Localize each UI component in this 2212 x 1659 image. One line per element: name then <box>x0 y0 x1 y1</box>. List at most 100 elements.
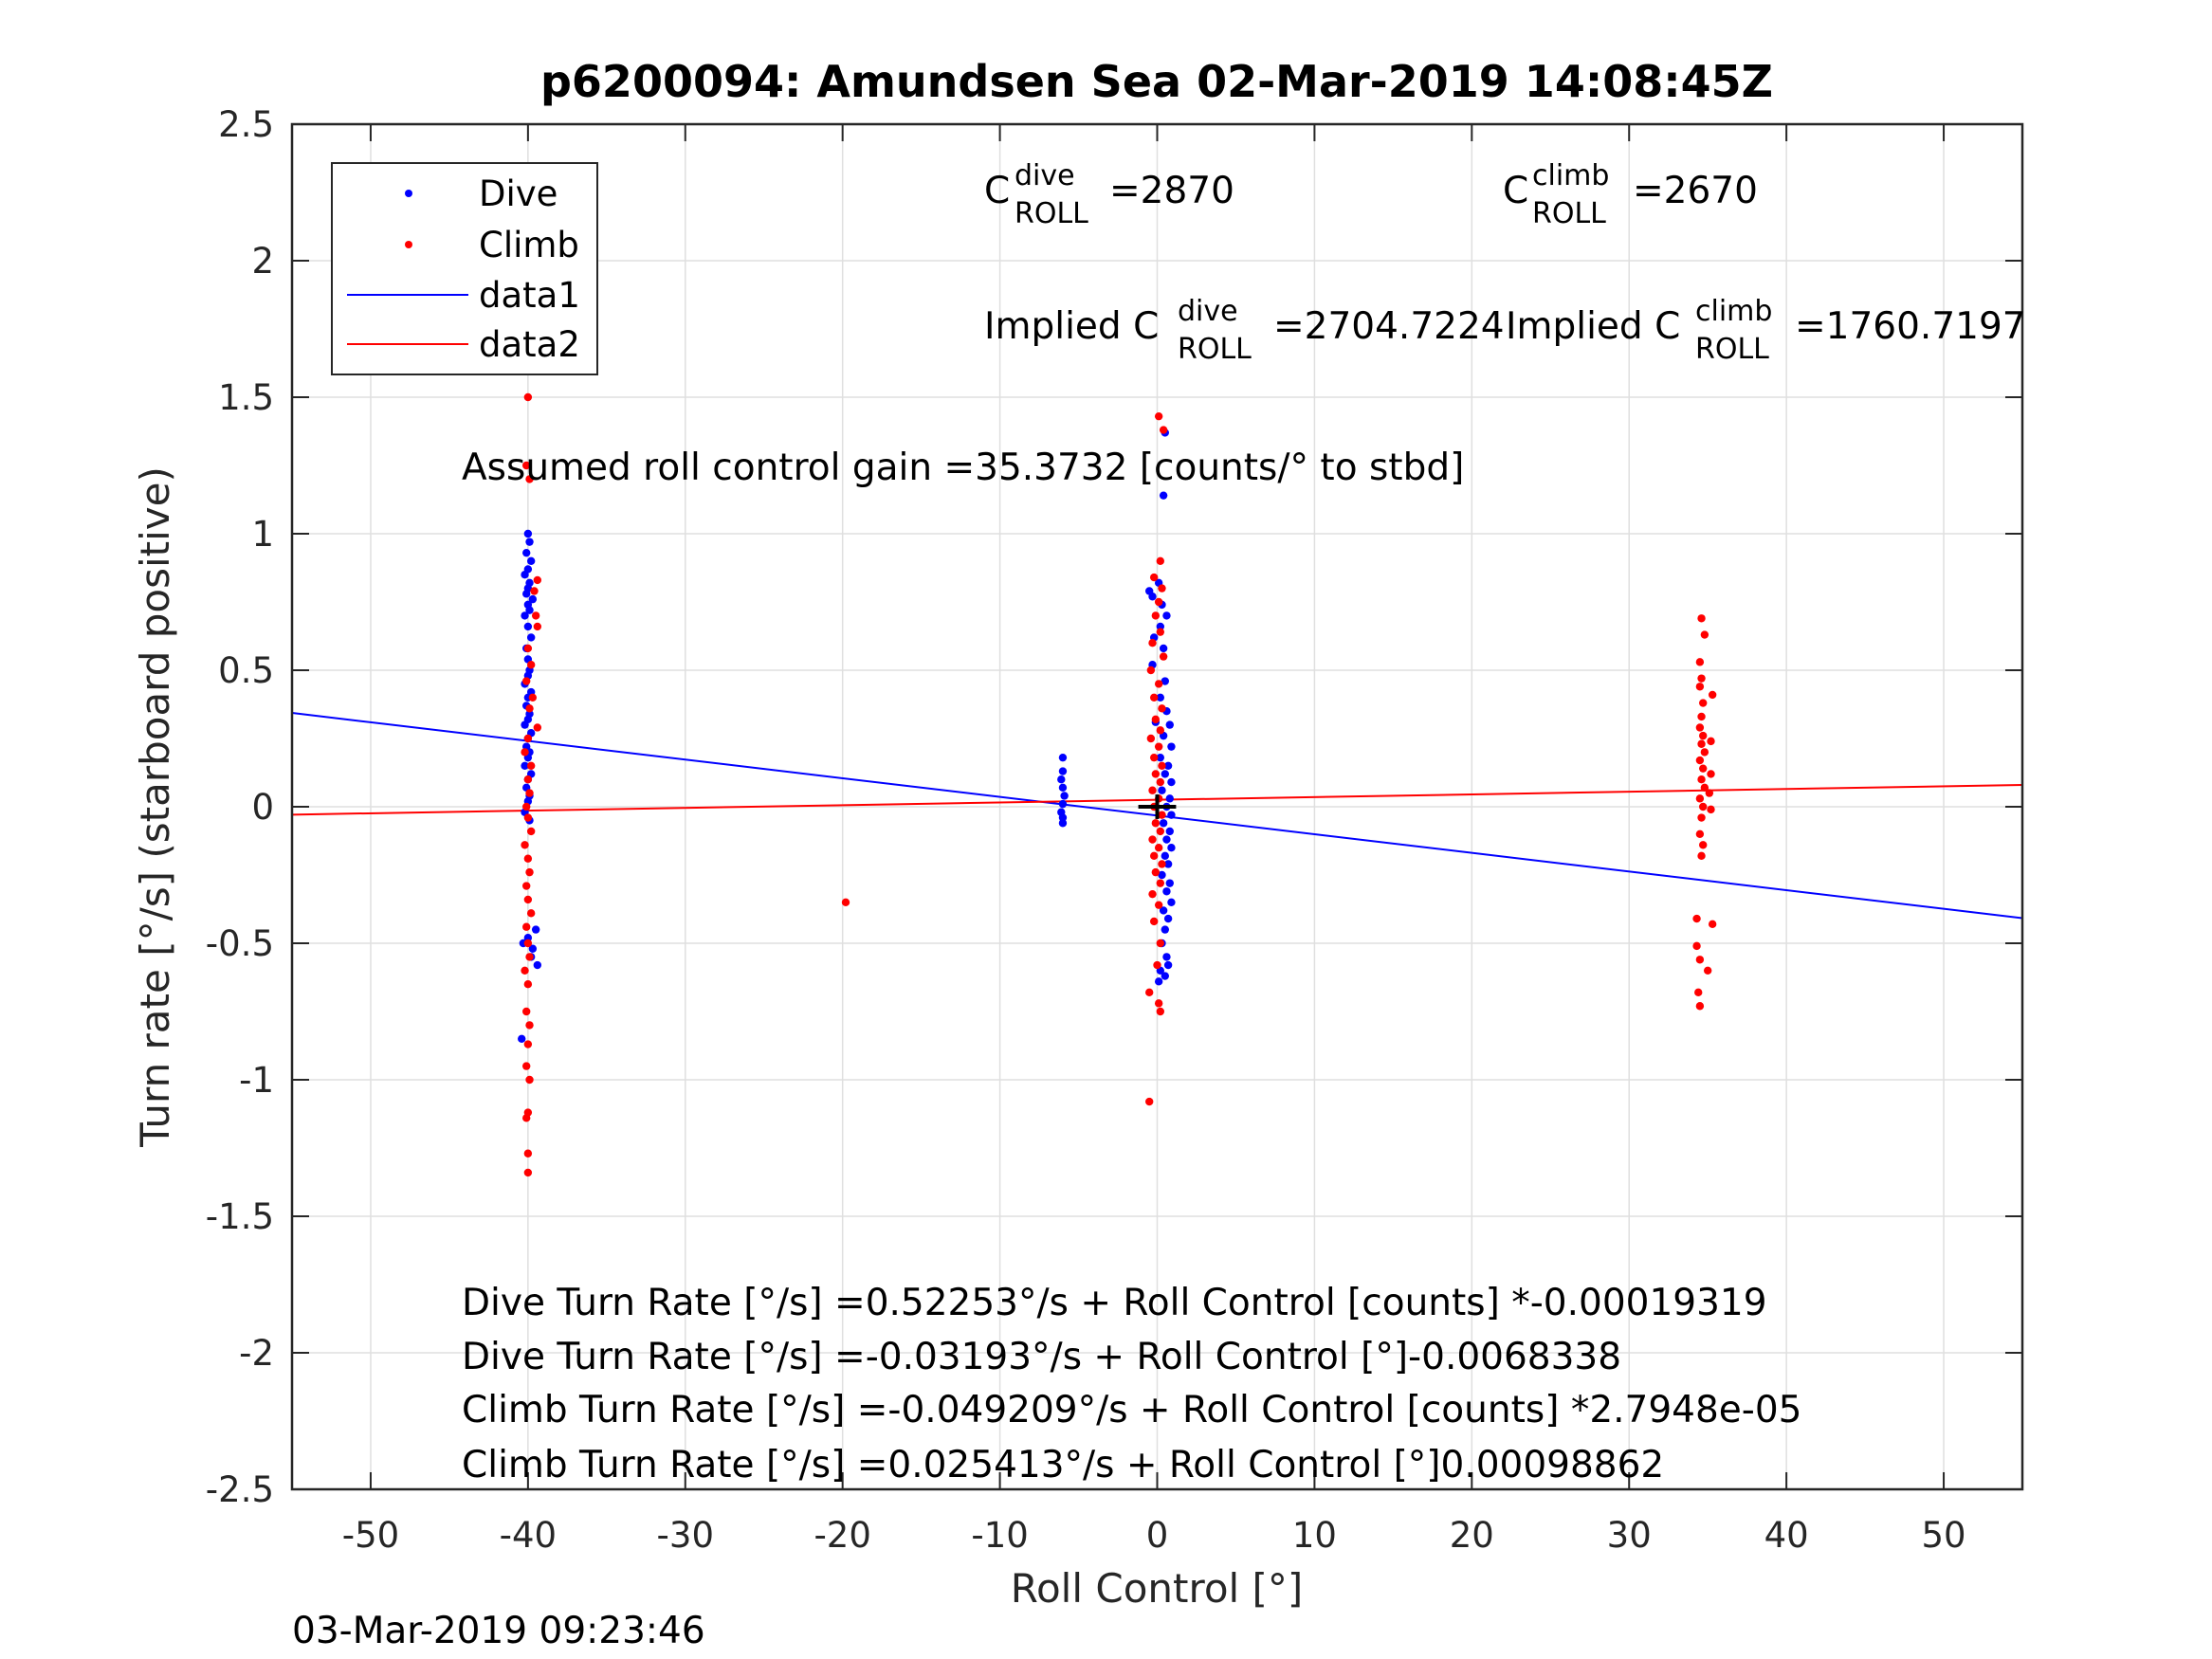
climb-point <box>1695 683 1705 691</box>
y-tick-label: 2 <box>251 241 274 282</box>
climb-point <box>1697 712 1706 721</box>
climb-point <box>521 841 529 849</box>
implied-dive-value: =2704.7224 <box>1273 305 1505 348</box>
climb-point <box>1154 844 1163 852</box>
climb-point <box>1148 889 1157 899</box>
dive-point <box>525 538 534 546</box>
dive-point <box>1167 777 1176 787</box>
climb-point <box>1156 556 1165 565</box>
climb-point <box>533 622 542 631</box>
climb-point <box>526 909 536 918</box>
dive-point <box>523 934 533 942</box>
climb-point <box>533 723 542 732</box>
gain-annotation: Assumed roll control gain =35.3732 [coun… <box>462 447 1464 489</box>
climb-point <box>526 827 536 836</box>
y-tick-label: 0.5 <box>218 650 274 691</box>
climb-point <box>1708 920 1717 929</box>
dive-point <box>1163 761 1173 770</box>
climb-point <box>1156 628 1165 636</box>
climb-point <box>525 1075 534 1085</box>
legend-dive-marker <box>405 190 412 197</box>
legend-climb-marker <box>405 241 412 248</box>
climb-point <box>1149 917 1159 926</box>
legend-climb-label: Climb <box>479 225 579 265</box>
dive-point <box>528 594 538 604</box>
y-tick-label: -2.5 <box>206 1469 274 1510</box>
climb-point <box>522 1114 531 1122</box>
dive-point <box>528 944 538 953</box>
climb-point <box>522 461 531 470</box>
dive-point <box>1058 753 1068 762</box>
dive-point <box>523 529 533 538</box>
dive-point <box>526 556 536 565</box>
x-tick-label: -20 <box>814 1515 870 1556</box>
equation-climb-degrees: Climb Turn Rate [°/s] =0.025413°/s + Rol… <box>462 1444 1664 1486</box>
climb-point <box>1695 794 1705 803</box>
climb-point <box>1154 411 1163 421</box>
axis-ticks <box>292 123 2022 1490</box>
dive-point <box>522 590 531 598</box>
climb-point <box>1695 756 1705 765</box>
dive-point <box>1058 799 1068 809</box>
dive-point <box>1159 819 1168 828</box>
y-tick-label: 1.5 <box>218 377 274 418</box>
c-roll-climb-base: C <box>1503 170 1528 212</box>
dive-point <box>1156 622 1165 631</box>
y-tick-label: -2 <box>239 1333 274 1374</box>
dive-point <box>1057 775 1066 784</box>
c-roll-dive-sub: ROLL <box>1015 197 1088 230</box>
dive-point <box>1161 851 1169 861</box>
x-tick-label: 10 <box>1292 1515 1337 1556</box>
implied-dive-annotation: Implied C dive ROLL =2704.7224 <box>984 295 1505 366</box>
dive-point <box>1060 792 1069 800</box>
y-tick-label: -1 <box>239 1060 274 1101</box>
climb-point <box>531 611 540 620</box>
climb-point <box>1151 819 1161 828</box>
c-roll-dive-annotation: C dive ROLL =2870 <box>984 159 1234 230</box>
implied-climb-sub: ROLL <box>1695 333 1769 366</box>
climb-point <box>1151 611 1161 620</box>
climb-point <box>1151 770 1161 778</box>
legend-box <box>331 162 598 375</box>
climb-point <box>1692 914 1701 923</box>
dive-point <box>525 606 534 614</box>
implied-dive-sub: ROLL <box>1178 333 1252 366</box>
origin-crosshair <box>1138 794 1177 819</box>
climb-point <box>523 644 533 653</box>
dive-point <box>1154 977 1163 986</box>
climb-point <box>1145 1097 1154 1106</box>
dive-point <box>533 960 542 970</box>
climb-point <box>1154 901 1163 909</box>
climb-point <box>523 775 533 784</box>
y-tick-labels: -2.5 -2 -1.5 -1 -0.5 0 0.5 1 1.5 2 2.5 <box>206 104 274 1510</box>
climb-point <box>1700 783 1709 793</box>
climb-point <box>522 1007 531 1016</box>
dive-point <box>1162 887 1171 896</box>
climb-point <box>1149 573 1159 582</box>
dive-point <box>1058 819 1068 828</box>
dive-point <box>1162 953 1171 961</box>
implied-climb-base: Implied C <box>1506 305 1680 348</box>
timestamp: 03-Mar-2019 09:23:46 <box>292 1610 705 1652</box>
dive-point <box>1165 720 1174 729</box>
dive-point <box>521 761 529 770</box>
climb-point <box>1699 764 1708 773</box>
climb-point <box>1148 639 1157 647</box>
dive-point <box>1165 794 1174 803</box>
dive-point <box>521 720 529 729</box>
y-tick-label: 2.5 <box>218 104 274 145</box>
dive-point <box>1162 611 1171 620</box>
x-tick-label: -30 <box>657 1515 714 1556</box>
climb-point <box>526 761 536 770</box>
climb-point <box>1695 658 1705 666</box>
climb-point <box>1146 665 1156 675</box>
climb-point <box>1697 739 1706 748</box>
climb-point <box>1700 630 1709 639</box>
dive-point <box>1159 906 1168 915</box>
data-points <box>518 243 1717 1177</box>
climb-point <box>522 1062 531 1070</box>
climb-point <box>1146 734 1156 743</box>
y-axis-label: Turn rate [°/s] (starboard positive) <box>132 466 178 1148</box>
dive-point <box>1165 827 1174 836</box>
climb-point <box>1695 956 1705 964</box>
